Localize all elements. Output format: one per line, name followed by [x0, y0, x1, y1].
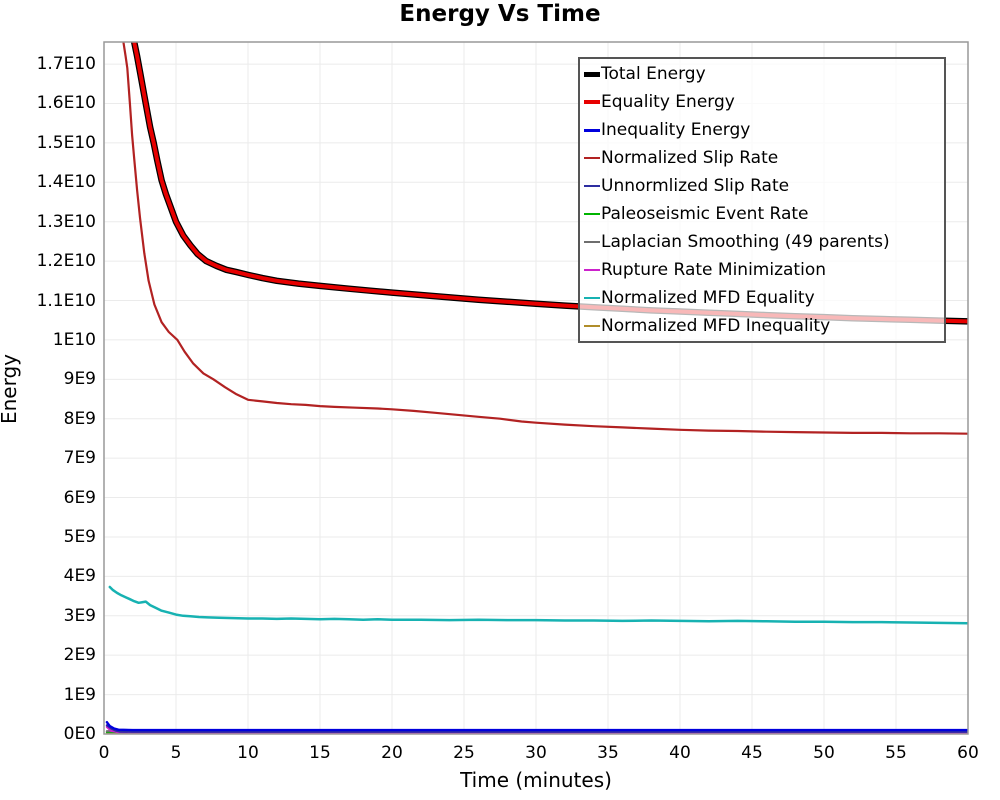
y-tick-label: 1E10 [52, 329, 96, 350]
y-tick-label: 4E9 [63, 566, 96, 587]
legend-label: Unnormlized Slip Rate [601, 176, 790, 196]
x-axis-title: Time (minutes) [460, 768, 612, 792]
x-tick-label: 45 [741, 743, 763, 763]
y-tick-label: 1.1E10 [36, 290, 96, 311]
legend-line-swatch-icon [584, 268, 600, 272]
legend-line-swatch-icon [584, 100, 600, 104]
y-tick-label: 8E9 [63, 408, 96, 429]
legend-item-paleoseismic-event-rate: Paleoseismic Event Rate [582, 200, 942, 228]
legend-line-swatch-icon [584, 212, 600, 216]
x-tick-label: 50 [813, 743, 835, 763]
y-tick-label: 0E0 [63, 724, 96, 744]
x-tick-label: 35 [597, 743, 619, 763]
legend-item-normalized-mfd-inequality: Normalized MFD Inequality [582, 312, 942, 340]
legend-label: Total Energy [601, 64, 706, 84]
legend-label: Normalized MFD Equality [601, 288, 815, 308]
chart-title: Energy Vs Time [399, 1, 601, 27]
legend-label: Rupture Rate Minimization [601, 260, 826, 280]
x-tick-label: 15 [309, 743, 331, 763]
x-tick-label: 10 [237, 743, 259, 763]
legend-item-inequality-energy: Inequality Energy [582, 116, 942, 144]
legend-item-equality-energy: Equality Energy [582, 88, 942, 116]
y-tick-label: 1.5E10 [36, 132, 96, 153]
series-line-inequality-energy [105, 721, 968, 732]
legend-label: Inequality Energy [601, 120, 751, 140]
legend-label: Normalized MFD Inequality [601, 316, 831, 336]
legend-line-swatch-icon [584, 128, 600, 132]
y-tick-label: 9E9 [63, 369, 96, 390]
y-tick-label: 1.7E10 [36, 54, 96, 75]
series-line-normalized-mfd-equality [108, 585, 968, 625]
y-tick-label: 5E9 [63, 526, 96, 547]
legend-line-swatch-icon [584, 240, 600, 244]
legend-line-swatch-icon [584, 156, 600, 160]
legend-item-normalized-slip-rate: Normalized Slip Rate [582, 144, 942, 172]
x-tick-label: 0 [98, 743, 110, 763]
legend-item-unnormlized-slip-rate: Unnormlized Slip Rate [582, 172, 942, 200]
legend-line-swatch-icon [584, 71, 600, 77]
y-tick-label: 1.3E10 [36, 211, 96, 232]
legend-label: Paleoseismic Event Rate [601, 204, 809, 224]
x-tick-label: 30 [525, 743, 547, 763]
y-tick-label: 2E9 [63, 645, 96, 666]
legend-item-total-energy: Total Energy [582, 60, 942, 88]
y-tick-label: 7E9 [63, 448, 96, 469]
legend-line-swatch-icon [584, 184, 600, 188]
y-tick-label: 1E9 [63, 684, 96, 705]
legend-label: Equality Energy [601, 92, 735, 112]
y-tick-label: 3E9 [63, 605, 96, 626]
x-tick-label: 25 [453, 743, 475, 763]
legend: Total Energy Equality Energy Inequality En… [578, 57, 946, 343]
series-line-unnormlized-slip-rate [105, 724, 968, 733]
x-tick-label: 40 [669, 743, 691, 763]
x-tick-label: 60 [957, 743, 979, 763]
x-tick-label: 5 [170, 743, 182, 763]
y-tick-label: 1.4E10 [36, 172, 96, 193]
plot-border [103, 41, 969, 735]
x-tick-label: 20 [381, 743, 403, 763]
y-tick-label: 1.2E10 [36, 251, 96, 272]
y-tick-label: 1.6E10 [36, 93, 96, 114]
legend-line-swatch-icon [584, 296, 600, 300]
legend-line-swatch-icon [584, 324, 600, 328]
legend-label: Normalized Slip Rate [601, 148, 779, 168]
legend-item-rupture-rate-minimization: Rupture Rate Minimization [582, 256, 942, 284]
y-tick-label: 6E9 [63, 487, 96, 508]
x-tick-label: 55 [885, 743, 907, 763]
legend-label: Laplacian Smoothing (49 parents) [601, 232, 890, 252]
series-line-normalized-slip-rate [122, 42, 968, 435]
legend-item-normalized-mfd-equality: Normalized MFD Equality [582, 284, 942, 312]
legend-item-laplacian-smoothing-49-parents-: Laplacian Smoothing (49 parents) [582, 228, 942, 256]
